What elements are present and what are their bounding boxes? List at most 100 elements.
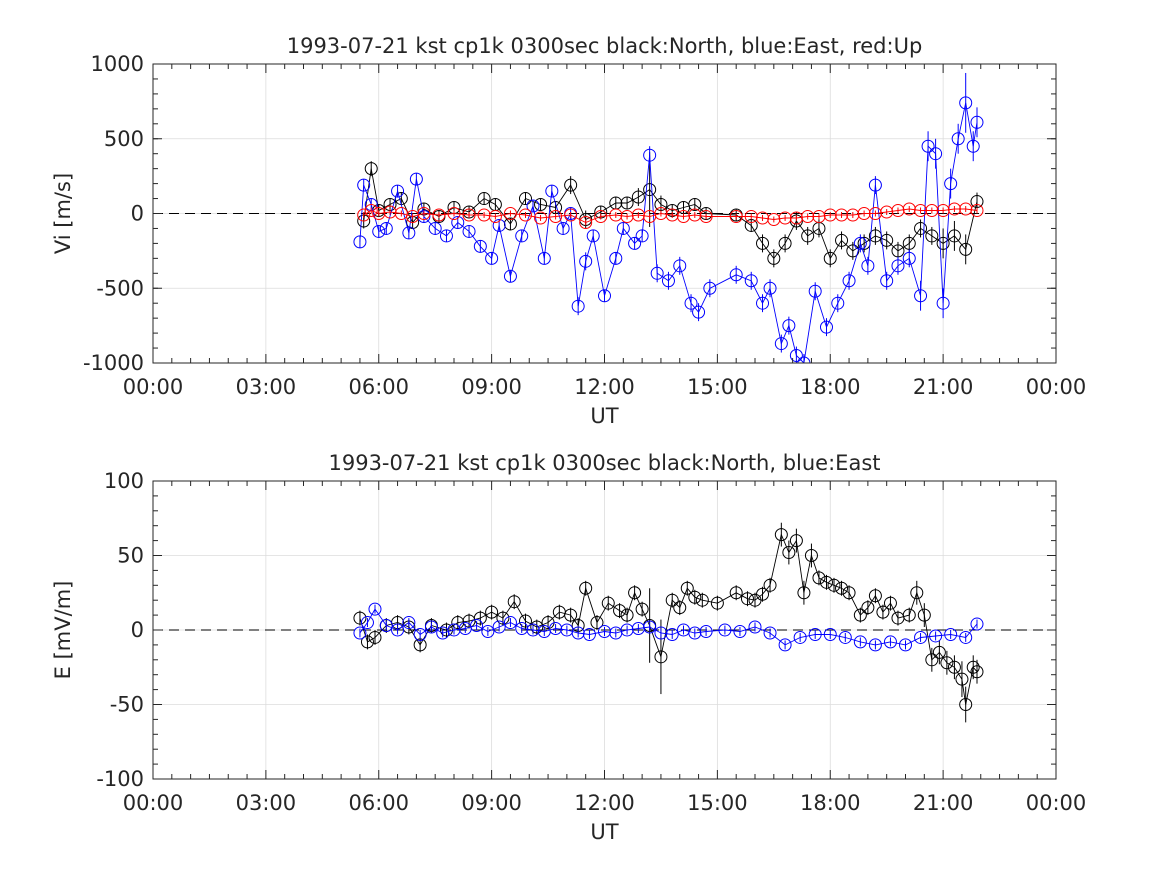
series-north-point [635, 602, 649, 616]
series-up-point [756, 211, 770, 225]
series-north-point [729, 586, 743, 600]
series-north-point [613, 604, 627, 618]
series-east-point [880, 274, 894, 288]
series-up-point [503, 207, 517, 220]
data-layer [353, 72, 984, 363]
series-up-point [947, 202, 961, 216]
series-up-point [549, 209, 563, 223]
series-north-point [518, 192, 532, 206]
series-east-point [793, 630, 807, 644]
series-east-point [902, 251, 916, 265]
series-up-point [846, 208, 860, 222]
chart-title: 1993-07-21 kst cp1k 0300sec black:North,… [328, 451, 880, 475]
series-east-point [473, 239, 487, 253]
x-tick-label: 21:00 [913, 791, 974, 815]
series-east-point [699, 624, 713, 638]
series-up-point [372, 207, 386, 220]
series-east-point [503, 616, 517, 630]
series-east-point [692, 305, 706, 319]
series-east-point [503, 269, 517, 283]
series-east-point [462, 224, 476, 238]
series-east-point [413, 627, 427, 641]
series-up-point [857, 207, 871, 220]
series-north-point [959, 698, 973, 711]
series-north-point [970, 665, 984, 679]
series-east-point [861, 259, 875, 273]
series-up-point [959, 202, 973, 216]
series-north-point [902, 608, 916, 622]
series-east-point [447, 623, 461, 637]
series-east-point [774, 337, 788, 351]
series-up-point [631, 208, 645, 222]
series-north-point [756, 236, 770, 250]
series-east-point [360, 616, 374, 630]
series-east-point [756, 296, 770, 310]
series-up-point [432, 208, 446, 222]
series-north-point [628, 586, 642, 600]
series-up-point [609, 208, 623, 222]
series-east-point [357, 178, 371, 192]
series-up-point [417, 207, 431, 220]
series-north-point [368, 630, 382, 644]
series-east-point [402, 226, 416, 240]
y-tick-label: 500 [104, 127, 144, 151]
series-east-point [744, 274, 758, 288]
chart-title: 1993-07-21 kst cp1k 0300sec black:North,… [287, 34, 923, 58]
series-north-point [534, 198, 548, 212]
series-north-point [620, 608, 634, 622]
series-east-point [372, 224, 386, 238]
series-up-point [744, 209, 758, 223]
series-north-point [620, 196, 634, 210]
series-east-point [526, 199, 540, 213]
series-up-point [447, 207, 461, 220]
series-north-point [756, 587, 770, 601]
series-north-point [925, 653, 939, 667]
series-east-point [654, 626, 668, 640]
series-north-point [861, 601, 875, 615]
series-north-point [947, 660, 961, 674]
series-north-point [812, 571, 826, 585]
x-tick-label: 00:00 [123, 791, 184, 815]
series-north-point [801, 229, 815, 243]
series-north-point [842, 586, 856, 600]
series-east-point [929, 147, 943, 161]
series-east-point [391, 184, 405, 198]
series-east-point [492, 218, 506, 232]
series-east-point [485, 251, 499, 265]
series-east-point [409, 172, 423, 186]
y-tick-label: 0 [131, 618, 144, 642]
series-north-point [804, 549, 818, 562]
series-east-point [868, 178, 882, 192]
series-east-point [492, 620, 506, 634]
series-north-point [710, 596, 724, 610]
series-up-point [729, 209, 743, 223]
series-east-point [853, 635, 867, 649]
series-north-point [767, 251, 781, 265]
series-north-point [688, 198, 702, 212]
series-north-point [797, 586, 811, 600]
series-north-point [763, 578, 777, 592]
x-tick-label: 03:00 [236, 791, 297, 815]
series-east-point [579, 254, 593, 268]
series-east-point [899, 638, 912, 652]
series-east-point [661, 274, 675, 288]
series-up-point [477, 208, 491, 222]
series-north-point [917, 608, 931, 622]
series-north-point [880, 233, 894, 247]
series-east-point [439, 229, 453, 243]
y-tick-label: 100 [104, 469, 144, 493]
x-tick-label: 03:00 [236, 375, 297, 399]
series-north-point [695, 593, 709, 607]
series-north-point [364, 162, 378, 176]
series-up-point [699, 209, 713, 223]
series-east-point [688, 626, 702, 640]
electric-field-panel: 00:00 03:00 06:00 09:00 12:00 15:00 18:00 21:00… [51, 451, 1086, 844]
series-east-point [944, 627, 958, 641]
series-east-point [831, 296, 845, 310]
series-up-point [868, 207, 882, 220]
series-up-point [518, 208, 532, 222]
series-north-point [503, 217, 517, 231]
series-north-point [966, 660, 980, 674]
series-east-point [808, 627, 822, 641]
series-north-point [564, 608, 578, 622]
